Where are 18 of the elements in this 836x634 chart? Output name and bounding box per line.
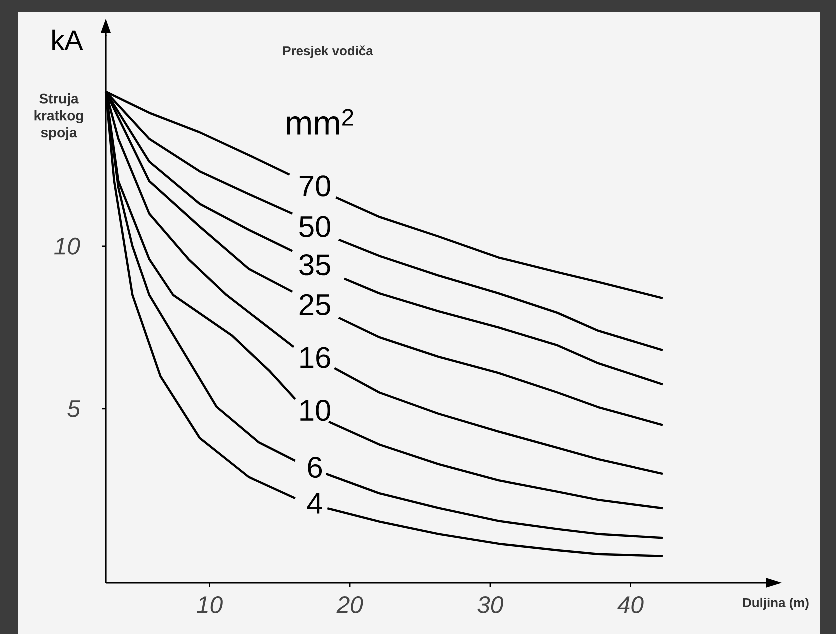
y-tick-label: 5 [68,400,81,418]
series-label: 6 [308,456,322,478]
y-axis-title: Struja kratkog spoja [34,94,84,140]
series-label: 70 [300,176,330,197]
series-label: 4 [307,493,322,514]
x-axis-title: Duljina (m) [743,598,809,610]
x-tick-label: 30 [478,596,504,614]
legend-title: Presjek vodiča [284,46,374,58]
series-label: 16 [300,347,330,368]
text: kA [52,30,84,50]
x-tick-label: 20 [336,596,364,614]
x-tick-label: 40 [618,596,644,614]
series-label: 10 [300,400,330,422]
x-tick-label: 10 [197,596,223,614]
series-label: 25 [300,294,330,316]
annotation: mm$^{2}$ [287,109,354,135]
series-label: 50 [300,216,330,238]
series-label: 35 [300,254,330,276]
